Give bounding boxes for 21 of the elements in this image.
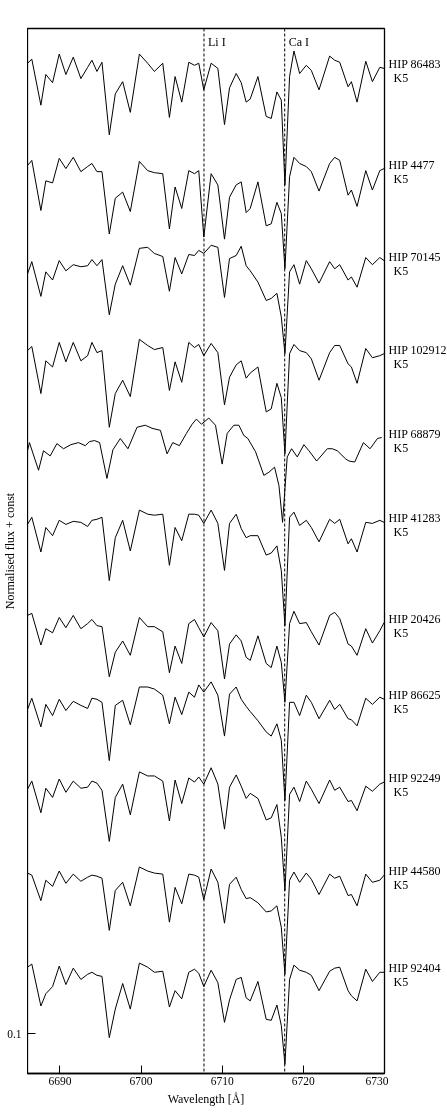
- x-tick-label: 6710: [210, 1074, 234, 1087]
- x-axis-title: Wavelength [Å]: [167, 1091, 245, 1106]
- series-label: HIP 102912 K5: [388, 342, 447, 371]
- series-label: HIP 70145 K5: [388, 249, 441, 278]
- x-tick-label: 6700: [129, 1074, 153, 1087]
- ref-line-label: Ca I: [288, 34, 310, 49]
- series-label: HIP 86483 K5: [388, 57, 441, 86]
- series-label: HIP 68879 K5: [388, 426, 441, 455]
- y-axis-title: Normalised flux + const: [3, 492, 18, 610]
- x-tick-label: 6720: [291, 1074, 316, 1087]
- ref-line-label: Li I: [207, 34, 226, 49]
- series-label: HIP 92404 K5: [388, 961, 441, 990]
- series-label: HIP 20426 K5: [388, 611, 441, 640]
- text: 0.1: [7, 1027, 22, 1040]
- series-label: HIP 4477 K5: [388, 157, 435, 186]
- series-label: HIP 44580 K5: [388, 864, 441, 893]
- series-label: HIP 92249 K5: [388, 771, 441, 800]
- series-label: HIP 86625 K5: [388, 688, 441, 717]
- x-tick-label: 6730: [365, 1074, 389, 1087]
- series-label: HIP 41283 K5: [388, 511, 441, 540]
- x-tick-label: 6690: [48, 1074, 72, 1087]
